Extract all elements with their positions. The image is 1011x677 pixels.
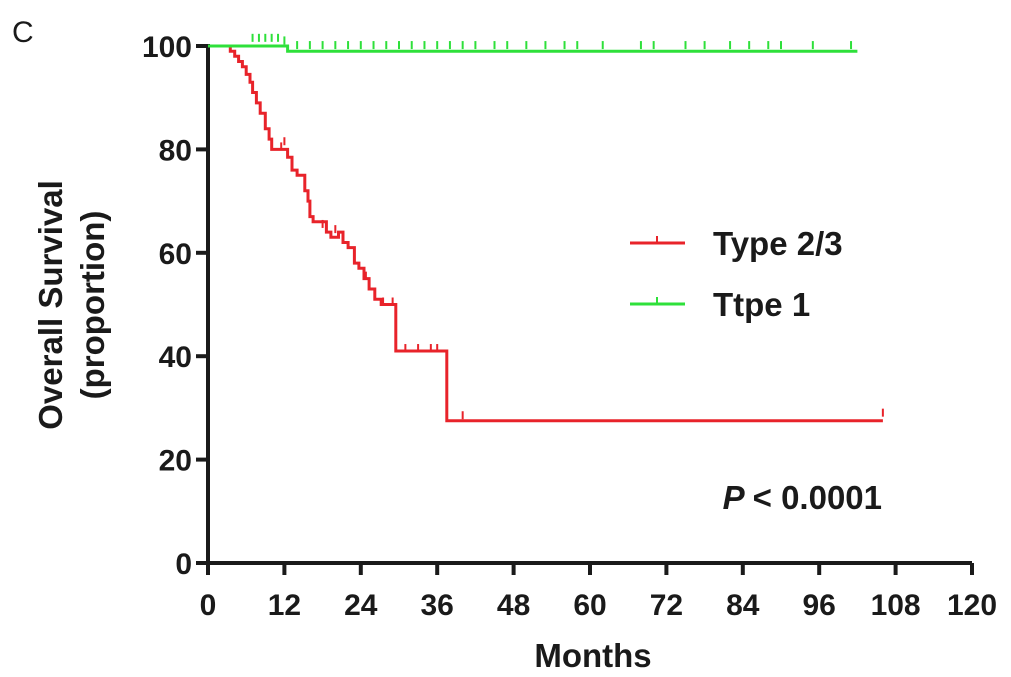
y-tick-label-20: 20 xyxy=(159,445,192,478)
x-tick-label-0: 0 xyxy=(200,589,217,622)
y-tick-label-0: 0 xyxy=(175,548,192,581)
series-line-type23 xyxy=(208,44,883,423)
axes: 0 20 40 60 80 100 0 12 24 36 48 60 72 84 96 108 120 xyxy=(142,31,997,622)
x-tick-label-84: 84 xyxy=(726,589,760,622)
legend-label-type1: Ttpe 1 xyxy=(713,286,810,323)
x-tick-label-120: 120 xyxy=(947,589,997,622)
p-value-text: < 0.0001 xyxy=(753,479,882,516)
y-tick-label-80: 80 xyxy=(159,134,192,167)
legend-item-type1: Ttpe 1 xyxy=(630,286,810,323)
plot-area xyxy=(208,33,884,423)
series-line-type1 xyxy=(208,44,858,53)
x-tick-label-36: 36 xyxy=(421,589,454,622)
y-axis-title: Overall Survival (proportion) xyxy=(32,180,111,429)
p-symbol: P xyxy=(723,479,746,516)
y-axis-title-line-1: Overall Survival xyxy=(32,180,69,429)
y-tick-label-100: 100 xyxy=(142,31,192,64)
panel-label: C xyxy=(12,16,34,49)
series-type23 xyxy=(208,44,884,423)
y-tick-label-60: 60 xyxy=(159,238,192,271)
legend: Type 2/3 Ttpe 1 xyxy=(630,225,843,323)
x-tick-label-12: 12 xyxy=(268,589,301,622)
x-tick-label-60: 60 xyxy=(573,589,606,622)
x-axis-title: Months xyxy=(534,637,651,674)
y-axis-title-line-2: (proportion) xyxy=(74,211,111,400)
p-value-annotation: P < 0.0001 xyxy=(723,479,882,516)
x-tick-label-48: 48 xyxy=(497,589,530,622)
x-tick-label-72: 72 xyxy=(650,589,683,622)
x-tick-label-24: 24 xyxy=(344,589,378,622)
x-tick-label-108: 108 xyxy=(871,589,921,622)
y-tick-label-40: 40 xyxy=(159,341,192,374)
legend-label-type23: Type 2/3 xyxy=(713,225,843,262)
legend-item-type23: Type 2/3 xyxy=(630,225,843,262)
x-tick-label-96: 96 xyxy=(803,589,836,622)
series-type1 xyxy=(208,33,858,53)
